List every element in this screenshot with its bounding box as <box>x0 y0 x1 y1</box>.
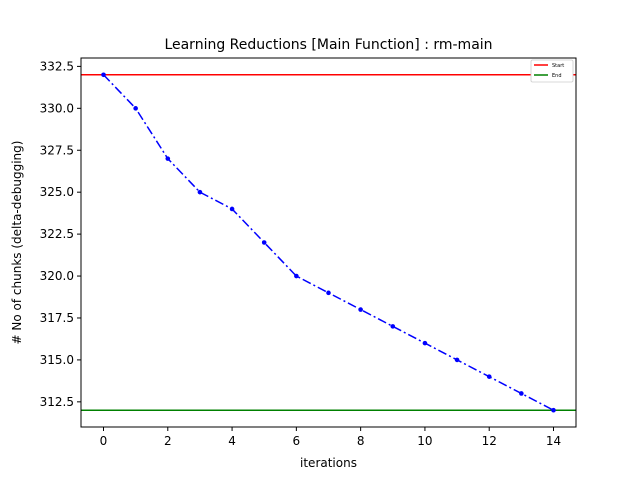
data-point <box>294 273 299 279</box>
chart-title: Learning Reductions [Main Function] : rm… <box>164 37 492 53</box>
y-tick-label: 312.5 <box>40 395 74 409</box>
y-axis-title: # No of chunks (delta-debugging) <box>10 141 24 345</box>
x-tick-label: 10 <box>417 434 432 448</box>
data-point <box>358 307 363 312</box>
y-axis: 312.5 315.0 317.5 320.0 322.5 325.0 327.5 330.0… <box>40 59 81 409</box>
legend: Start End <box>530 59 574 83</box>
data-point <box>454 357 460 363</box>
x-tick-label: 6 <box>293 434 301 448</box>
y-tick-label: 330.0 <box>40 101 74 115</box>
data-point <box>133 106 138 111</box>
data-point <box>390 324 396 329</box>
data-point <box>229 206 235 212</box>
y-tick-label: 332.5 <box>40 59 74 73</box>
data-point <box>551 407 556 413</box>
x-tick-label: 0 <box>100 434 108 448</box>
x-axis-title: iterations <box>300 456 357 470</box>
data-point <box>165 156 171 161</box>
y-tick-label: 327.5 <box>40 143 74 157</box>
y-tick-label: 317.5 <box>40 311 74 325</box>
x-axis: 0 2 4 6 8 10 12 14 <box>100 427 561 448</box>
y-tick-label: 315.0 <box>40 353 74 367</box>
data-point <box>519 391 524 396</box>
data-point <box>261 240 267 245</box>
x-tick-label: 2 <box>164 434 172 448</box>
data-point <box>486 374 492 379</box>
series-group <box>101 72 556 413</box>
data-point <box>101 72 106 78</box>
reference-lines <box>81 74 576 411</box>
y-tick-label: 325.0 <box>40 185 74 199</box>
data-point <box>326 290 331 296</box>
y-tick-label: 320.0 <box>40 269 74 283</box>
x-tick-label: 8 <box>357 434 365 448</box>
data-point <box>197 189 203 195</box>
legend-label-end: End <box>552 73 562 79</box>
x-tick-label: 12 <box>482 434 497 448</box>
y-tick-label: 322.5 <box>40 227 74 241</box>
plot-frame <box>80 57 577 428</box>
legend-label-start: Start <box>552 63 564 69</box>
x-tick-label: 14 <box>546 434 561 448</box>
data-point <box>422 340 428 346</box>
x-tick-label: 4 <box>228 434 236 448</box>
